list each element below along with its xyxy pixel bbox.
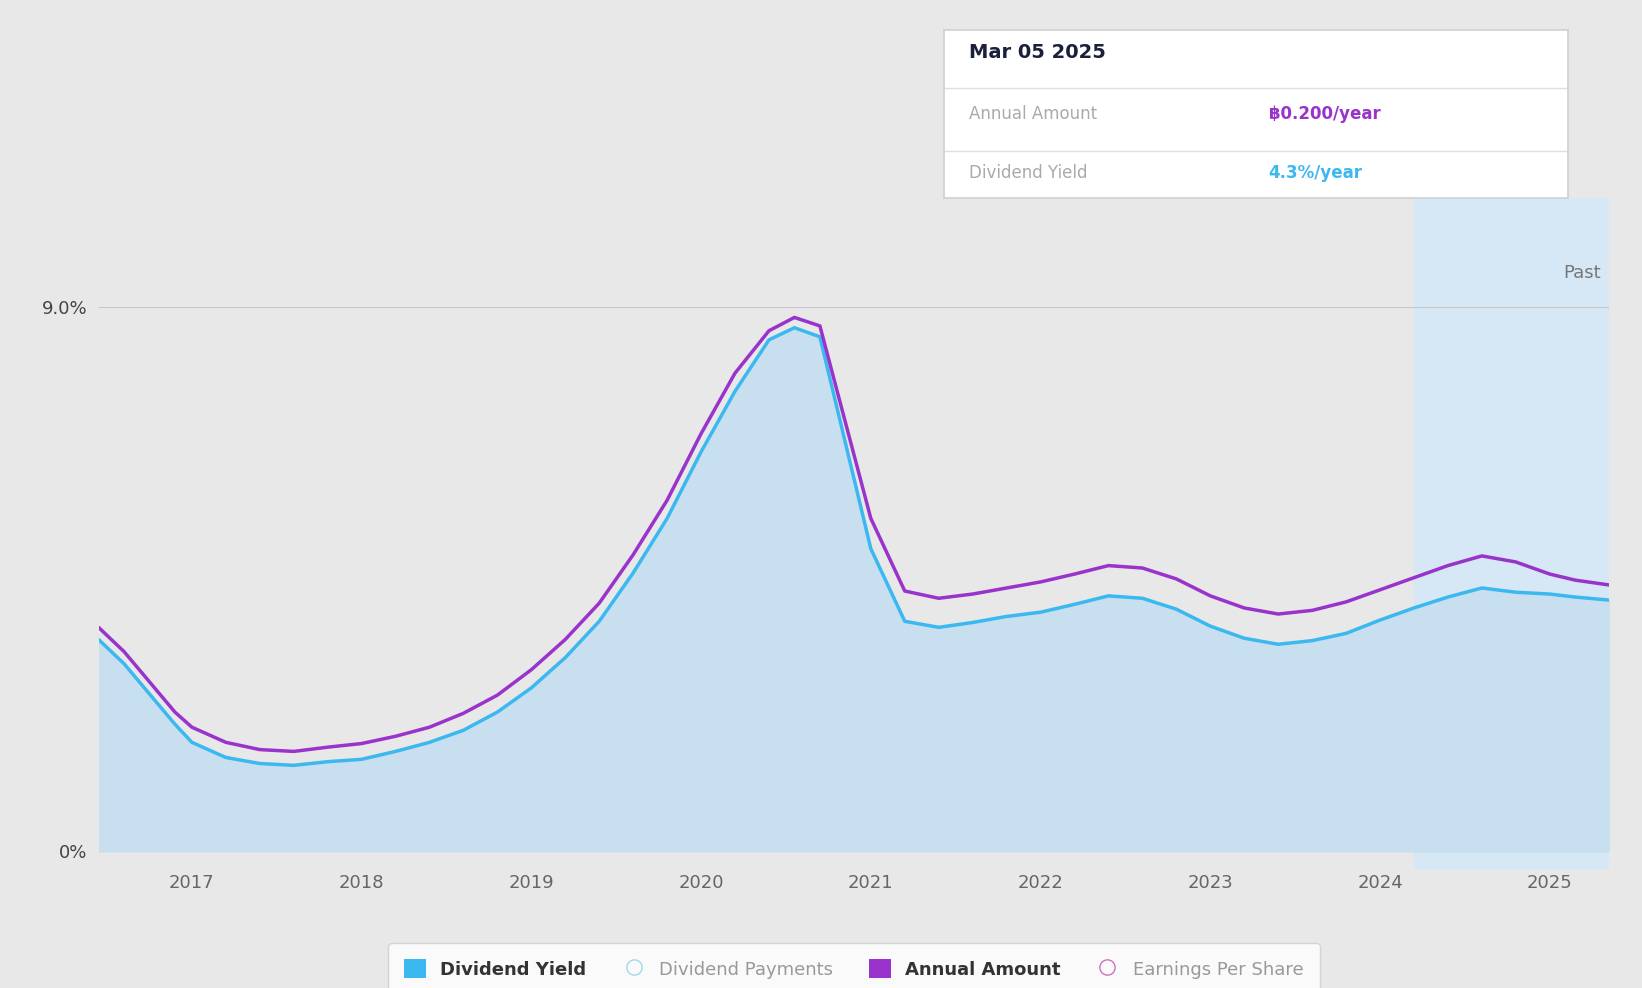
Text: ฿0.200/year: ฿0.200/year — [1269, 106, 1381, 124]
Text: Past: Past — [1563, 264, 1601, 283]
Bar — [1414, 198, 1642, 869]
Text: Annual Amount: Annual Amount — [969, 106, 1097, 124]
Legend: Dividend Yield, Dividend Payments, Annual Amount, Earnings Per Share: Dividend Yield, Dividend Payments, Annua… — [388, 943, 1320, 988]
Text: Mar 05 2025: Mar 05 2025 — [969, 43, 1107, 62]
Text: 4.3%/year: 4.3%/year — [1269, 164, 1363, 182]
Text: Dividend Yield: Dividend Yield — [969, 164, 1087, 182]
